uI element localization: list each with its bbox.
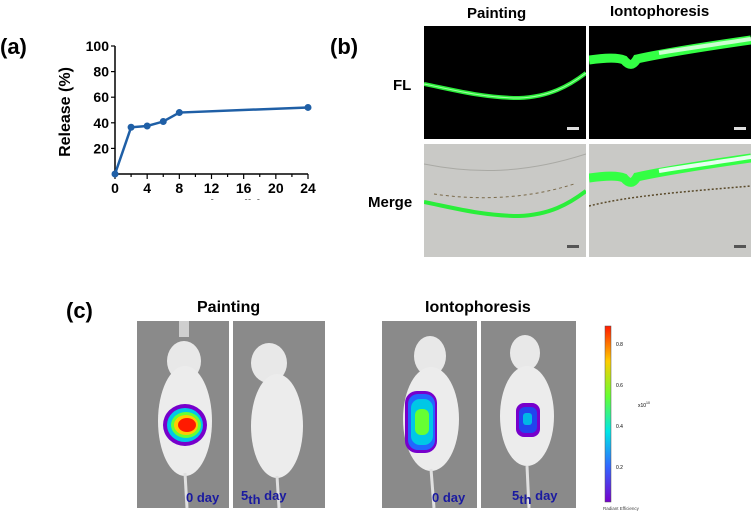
colorbar-label: Radiant Efficiency — [603, 506, 640, 511]
group-title-iontophoresis: Iontophoresis — [425, 299, 531, 316]
radiant-efficiency-colorbar: 0.8 0.6 0.4 0.2 x10 10 Radiant Efficienc… — [603, 325, 650, 511]
day5-word: day — [264, 488, 287, 503]
x-tick-label: 16 — [236, 180, 252, 196]
x-tick-label: 4 — [143, 180, 151, 196]
colorbar-tick-3: 0.2 — [616, 465, 623, 471]
release-data-point — [111, 170, 119, 178]
colorbar-exponent: 10 — [646, 401, 650, 405]
colorbar-tick-2: 0.4 — [616, 424, 623, 430]
release-data-point — [175, 109, 183, 117]
x-tick-label: 20 — [268, 180, 284, 196]
x-tick-label: 0 — [111, 180, 119, 196]
day5-suffix: th — [519, 492, 532, 507]
row-label-merge: Merge — [368, 194, 413, 211]
release-data-point — [143, 122, 151, 130]
y-axis-label: Release (%) — [57, 67, 74, 157]
day5-word: day — [535, 488, 558, 503]
day5-number: 5 — [512, 488, 520, 503]
y-tick-label: 60 — [93, 89, 109, 105]
colorbar-scale: x10 — [638, 403, 646, 409]
y-tick-label: 80 — [93, 64, 109, 80]
day-label-painting-day0: 0 day — [186, 490, 220, 505]
colorbar-gradient — [604, 325, 612, 503]
release-series-line — [113, 106, 309, 175]
x-tick-label: 8 — [175, 180, 183, 196]
col-title-iontophoresis: Iontophoresis — [610, 3, 710, 20]
release-data-point — [304, 103, 312, 111]
x-tick-label: 24 — [300, 180, 316, 196]
mouse-image-ionto-day5 — [481, 321, 576, 508]
group-title-painting: Painting — [197, 299, 261, 316]
release-data-point — [159, 118, 167, 126]
mouse-image-painting-day5 — [233, 321, 325, 508]
colorbar-tick-1: 0.6 — [616, 383, 623, 389]
x-tick-label: 12 — [204, 180, 220, 196]
mouse-image-ionto-day0 — [382, 321, 477, 508]
day-label-ionto-day0: 0 day — [432, 490, 466, 505]
fl-iontophoresis-image — [589, 26, 751, 139]
y-tick-label: 40 — [93, 115, 109, 131]
y-tick-label: 20 — [93, 140, 109, 156]
panel-label-b: (b) — [330, 34, 359, 59]
day-label-painting-day5: 5th day — [241, 488, 287, 507]
day5-suffix: th — [248, 492, 261, 507]
row-label-fl: FL — [393, 77, 412, 94]
day-label-ionto-day5: 5th day — [512, 488, 558, 507]
release-data-point — [127, 123, 135, 131]
panel-label-a: (a) — [0, 34, 27, 59]
day5-number: 5 — [241, 488, 249, 503]
x-axis-label: Time (h) — [201, 198, 263, 200]
panel-label-c: (c) — [66, 298, 93, 323]
release-chart: 20 40 60 80 100 0 4 8 12 16 20 24 Time (h) Release (%… — [57, 38, 316, 200]
col-title-painting: Painting — [467, 5, 527, 22]
mouse-image-painting-day0 — [137, 321, 229, 508]
fl-painting-image — [424, 26, 586, 139]
y-tick-label: 100 — [86, 38, 110, 54]
colorbar-tick-0: 0.8 — [616, 342, 623, 348]
merge-iontophoresis-image — [588, 144, 752, 257]
merge-painting-image — [423, 144, 588, 257]
